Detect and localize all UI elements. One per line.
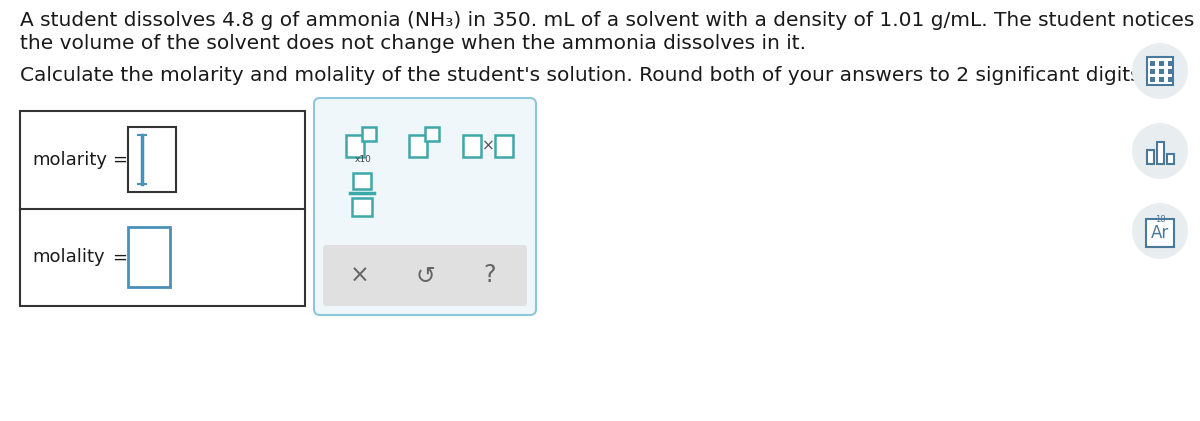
Bar (496, 135, 514, 157)
Text: =: = (112, 248, 127, 266)
Text: 18: 18 (1154, 216, 1165, 224)
Circle shape (1132, 203, 1188, 259)
Bar (1150, 69, 1154, 74)
Bar (1147, 57, 1174, 85)
Bar (362, 127, 376, 141)
FancyBboxPatch shape (314, 98, 536, 315)
Bar (1168, 77, 1174, 82)
Circle shape (1132, 43, 1188, 99)
Bar (346, 135, 364, 157)
Text: =: = (112, 151, 127, 169)
Bar (409, 135, 427, 157)
Bar (1159, 77, 1164, 82)
Bar (128, 127, 176, 192)
Bar (352, 197, 372, 216)
Bar (1166, 154, 1174, 164)
Bar (463, 135, 481, 157)
Text: ↺: ↺ (415, 264, 434, 288)
Text: ×: × (350, 264, 370, 288)
Bar (1159, 69, 1164, 74)
Text: x10: x10 (354, 155, 372, 165)
Bar (1168, 61, 1174, 66)
Text: A student dissolves 4.8 g of ammonia (NH₃) in 350. mL of a solvent with a densit: A student dissolves 4.8 g of ammonia (NH… (20, 11, 1200, 30)
Bar (1157, 142, 1164, 164)
Bar (1146, 219, 1174, 247)
Bar (1147, 150, 1154, 164)
Bar (353, 173, 371, 189)
Text: Ar: Ar (1151, 224, 1169, 242)
Bar (1159, 61, 1164, 66)
Bar (1150, 61, 1154, 66)
Bar (1150, 77, 1154, 82)
Text: Calculate the molarity and molality of the student's solution. Round both of you: Calculate the molarity and molality of t… (20, 66, 1147, 85)
Text: the volume of the solvent does not change when the ammonia dissolves in it.: the volume of the solvent does not chang… (20, 34, 806, 53)
Bar (1168, 69, 1174, 74)
Circle shape (1132, 123, 1188, 179)
FancyBboxPatch shape (323, 245, 527, 306)
Bar (128, 227, 170, 287)
Bar (20, 111, 305, 306)
Text: ?: ? (484, 264, 497, 288)
Text: molality: molality (32, 248, 104, 266)
Bar (425, 127, 439, 141)
Text: ×: × (481, 139, 494, 154)
Text: molarity: molarity (32, 151, 107, 169)
